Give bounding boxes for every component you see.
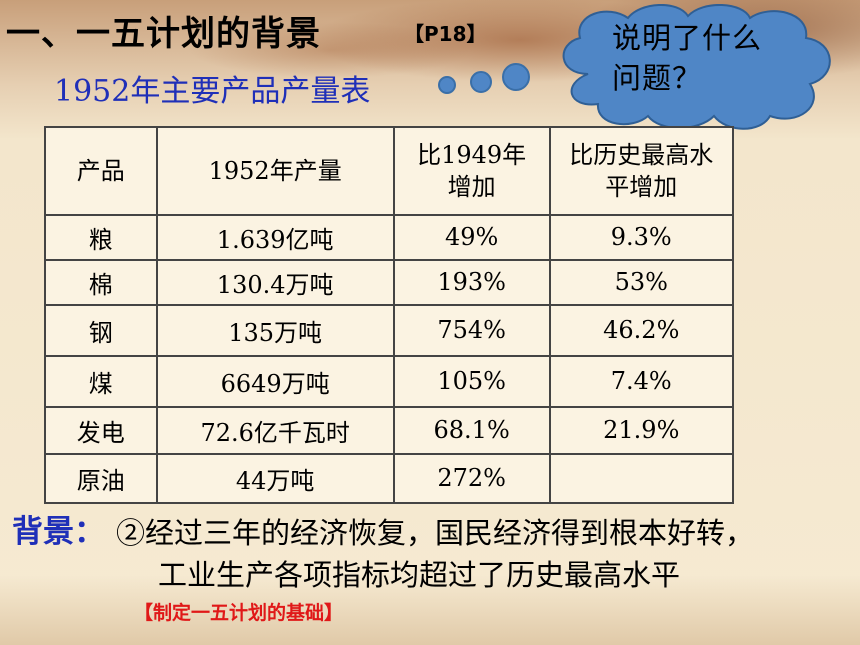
cell-increase-1949: 272% <box>392 452 551 505</box>
cell-increase-1949: 754% <box>392 303 551 357</box>
cell-product: 钢 <box>44 303 158 357</box>
cell-product: 粮 <box>44 214 158 261</box>
cell-output: 1.639亿吨 <box>155 214 395 261</box>
cell-output: 72.6亿千瓦时 <box>155 405 395 455</box>
header-increase-vs-record: 比历史最高水平增加 <box>548 126 734 216</box>
table-header-row: 产品 1952年产量 比1949年增加 比历史最高水平增加 <box>44 126 734 216</box>
table-row: 粮 1.639亿吨 49% 9.3% <box>44 214 734 261</box>
cell-product: 煤 <box>44 354 158 408</box>
cell-increase-record: 9.3% <box>548 214 734 261</box>
table-row: 棉 130.4万吨 193% 53% <box>44 258 734 306</box>
cell-increase-record <box>548 452 734 505</box>
table-caption: 1952年主要产品产量表 <box>54 74 371 109</box>
basis-note: 【制定一五计划的基础】 <box>134 602 344 624</box>
table-row: 原油 44万吨 272% <box>44 452 734 505</box>
header-increase-vs-1949: 比1949年增加 <box>392 126 551 216</box>
bubble-dot-medium <box>470 71 492 93</box>
header-product: 产品 <box>44 126 158 216</box>
slide-title: 一、一五计划的背景 <box>6 14 321 54</box>
table-row: 煤 6649万吨 105% 7.4% <box>44 354 734 408</box>
cell-increase-1949: 49% <box>392 214 551 261</box>
cell-output: 130.4万吨 <box>155 258 395 306</box>
background-text-line-1: ②经过三年的经济恢复，国民经济得到根本好转， <box>116 516 755 550</box>
cell-increase-record: 46.2% <box>548 303 734 357</box>
cell-product: 发电 <box>44 405 158 455</box>
cell-output: 6649万吨 <box>155 354 395 408</box>
bubble-dot-large <box>502 63 530 91</box>
cell-increase-record: 7.4% <box>548 354 734 408</box>
cell-output: 44万吨 <box>155 452 395 505</box>
table-row: 钢 135万吨 754% 46.2% <box>44 303 734 357</box>
table-row: 发电 72.6亿千瓦时 68.1% 21.9% <box>44 405 734 455</box>
cell-increase-1949: 105% <box>392 354 551 408</box>
cell-increase-record: 53% <box>548 258 734 306</box>
cell-increase-1949: 68.1% <box>392 405 551 455</box>
cell-product: 棉 <box>44 258 158 306</box>
page-reference: 【P18】 <box>404 22 487 46</box>
production-table: 产品 1952年产量 比1949年增加 比历史最高水平增加 粮 1.639亿吨 … <box>44 126 734 505</box>
thought-cloud-icon <box>562 4 831 130</box>
background-text-line-2: 工业生产各项指标均超过了历史最高水平 <box>158 558 681 592</box>
cell-increase-1949: 193% <box>392 258 551 306</box>
background-label: 背景： <box>12 514 105 550</box>
cell-increase-record: 21.9% <box>548 405 734 455</box>
cell-product: 原油 <box>44 452 158 505</box>
cell-output: 135万吨 <box>155 303 395 357</box>
slide-background-bottom <box>0 575 860 645</box>
header-output-1952: 1952年产量 <box>155 126 395 216</box>
cloud-question: 说明了什么问题？ <box>612 21 763 95</box>
bubble-dot-small <box>438 76 456 94</box>
